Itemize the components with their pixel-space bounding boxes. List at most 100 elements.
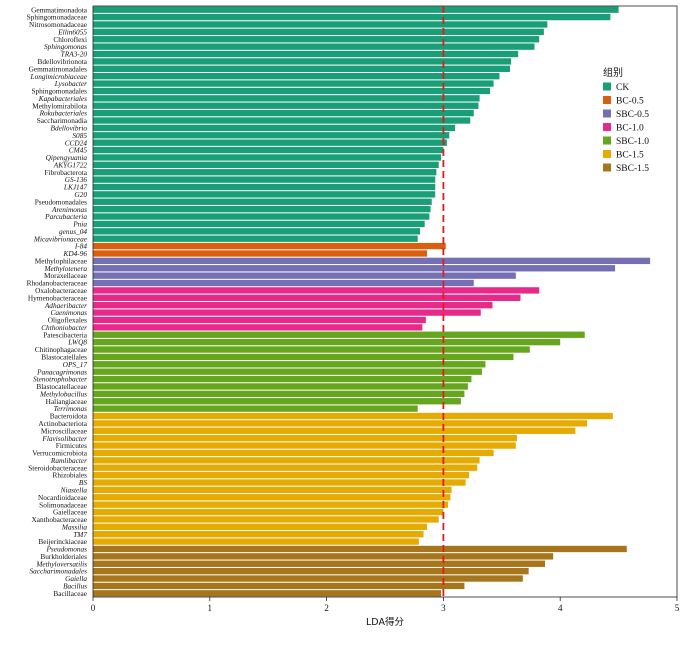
bar bbox=[93, 265, 616, 272]
bars-layer bbox=[93, 6, 651, 597]
legend-entry: SBC-1.5 bbox=[616, 164, 649, 174]
bar bbox=[93, 338, 561, 346]
bar bbox=[93, 257, 651, 265]
bar bbox=[93, 531, 424, 538]
bar bbox=[93, 228, 421, 235]
category-label: G20 bbox=[74, 190, 87, 199]
category-label: Blastocatellales bbox=[41, 353, 87, 362]
bar bbox=[93, 205, 431, 213]
category-label: KD4-96 bbox=[62, 249, 87, 258]
x-tick-label: 0 bbox=[91, 603, 96, 613]
category-label: GS-136 bbox=[65, 175, 88, 184]
category-label: BS bbox=[79, 478, 87, 487]
category-label: Saccharimonadales bbox=[29, 567, 87, 576]
category-label: Methyloversatilis bbox=[35, 559, 87, 568]
legend-title: 组别 bbox=[603, 66, 623, 79]
legend-entry: SBC-0.5 bbox=[616, 110, 649, 120]
category-label: Gaiellaceae bbox=[53, 508, 87, 517]
bar bbox=[93, 545, 627, 553]
category-label: Patescibacteria bbox=[43, 330, 88, 339]
bar bbox=[93, 375, 472, 383]
category-label: CCD24 bbox=[65, 138, 88, 147]
bar bbox=[93, 368, 482, 375]
category-label: TM7 bbox=[73, 530, 87, 539]
category-label: Pseudomonas bbox=[45, 545, 87, 554]
category-label: Ramlibacter bbox=[50, 456, 87, 465]
bar bbox=[93, 567, 529, 575]
bar bbox=[93, 21, 548, 28]
category-label: Chitinophagaceae bbox=[35, 345, 87, 354]
category-label: Arenimonas bbox=[51, 205, 87, 214]
bar bbox=[93, 28, 544, 36]
bar bbox=[93, 43, 535, 50]
category-label: Gaiella bbox=[65, 574, 87, 583]
bar bbox=[93, 309, 481, 316]
bar bbox=[93, 464, 478, 471]
category-label: Nitrosomonadaceae bbox=[29, 20, 87, 29]
legend: 组别 CK BC-0.5 SBC-0.5 BC-1.0 SBC-1.0 BC-1.5 SBC… bbox=[603, 66, 649, 174]
category-label: Lysobacter bbox=[54, 79, 87, 88]
category-label: Blastocatellaceae bbox=[36, 382, 87, 391]
category-labels: GemmatimonadotaSphingomonadaceaeNitrosom… bbox=[27, 5, 88, 598]
category-label: Massilia bbox=[61, 522, 87, 531]
bar bbox=[93, 176, 436, 183]
bar bbox=[93, 139, 447, 146]
bar bbox=[93, 294, 521, 301]
category-label: Ellin6055 bbox=[57, 27, 87, 36]
category-label: I-84 bbox=[74, 242, 88, 251]
bar bbox=[93, 316, 426, 324]
category-label: Terrimonas bbox=[54, 404, 88, 413]
bar bbox=[93, 287, 540, 294]
bar bbox=[93, 198, 432, 205]
category-label: Longimicrobiaceae bbox=[30, 72, 88, 81]
category-label: Rokubacteriales bbox=[39, 109, 88, 118]
legend-swatch bbox=[603, 136, 611, 145]
category-label: Panacagrimonas bbox=[36, 367, 87, 376]
bar bbox=[93, 420, 588, 427]
category-label: Actinobacteriota bbox=[38, 419, 87, 428]
legend-entry: BC-1.5 bbox=[616, 151, 644, 161]
category-label: Xanthobacteraceae bbox=[32, 515, 88, 524]
category-label: Methylophilaceae bbox=[35, 256, 87, 265]
category-label: Firmicutes bbox=[56, 441, 87, 450]
category-label: genus_04 bbox=[59, 227, 87, 236]
category-label: Chloroflexi bbox=[53, 35, 87, 44]
bar bbox=[93, 146, 444, 154]
x-tick-label: 5 bbox=[675, 603, 680, 613]
bar bbox=[93, 242, 446, 250]
x-tick-label: 4 bbox=[558, 603, 563, 613]
bar bbox=[93, 13, 611, 21]
category-label: Adhaeribacter bbox=[44, 301, 87, 310]
category-label: AKYG1722 bbox=[53, 160, 88, 169]
category-label: Parcubacteria bbox=[44, 212, 87, 221]
category-label: Pnia bbox=[72, 220, 87, 229]
bar bbox=[93, 109, 474, 117]
bar bbox=[93, 398, 461, 405]
category-label: Fibrobacterota bbox=[44, 168, 87, 177]
bar bbox=[93, 501, 449, 508]
x-tick-label: 2 bbox=[324, 603, 329, 613]
bar bbox=[93, 191, 436, 198]
category-label: Oligoflexales bbox=[48, 316, 87, 325]
category-label: Flavisolibacter bbox=[41, 434, 87, 443]
bar bbox=[93, 102, 479, 109]
category-label: Sphingomonas bbox=[44, 42, 87, 51]
category-label: Burkholderiales bbox=[40, 552, 87, 561]
bar bbox=[93, 124, 456, 132]
bar bbox=[93, 279, 474, 287]
legend-swatch bbox=[603, 96, 611, 104]
x-tick-label: 1 bbox=[208, 603, 213, 613]
bar bbox=[93, 560, 546, 567]
category-label: CM45 bbox=[69, 146, 88, 155]
category-label: Gemmatimonadales bbox=[29, 64, 88, 73]
category-label: Micavibrionaceae bbox=[33, 234, 88, 243]
category-label: Caenimonas bbox=[51, 308, 88, 317]
bar bbox=[93, 442, 516, 449]
bar bbox=[93, 383, 468, 390]
category-label: Rhodanobacteraceae bbox=[27, 279, 87, 288]
bar bbox=[93, 353, 514, 361]
category-label: Haliangiaceae bbox=[46, 397, 87, 406]
bar bbox=[93, 95, 480, 102]
category-label: Stenotrophobacter bbox=[33, 375, 87, 384]
